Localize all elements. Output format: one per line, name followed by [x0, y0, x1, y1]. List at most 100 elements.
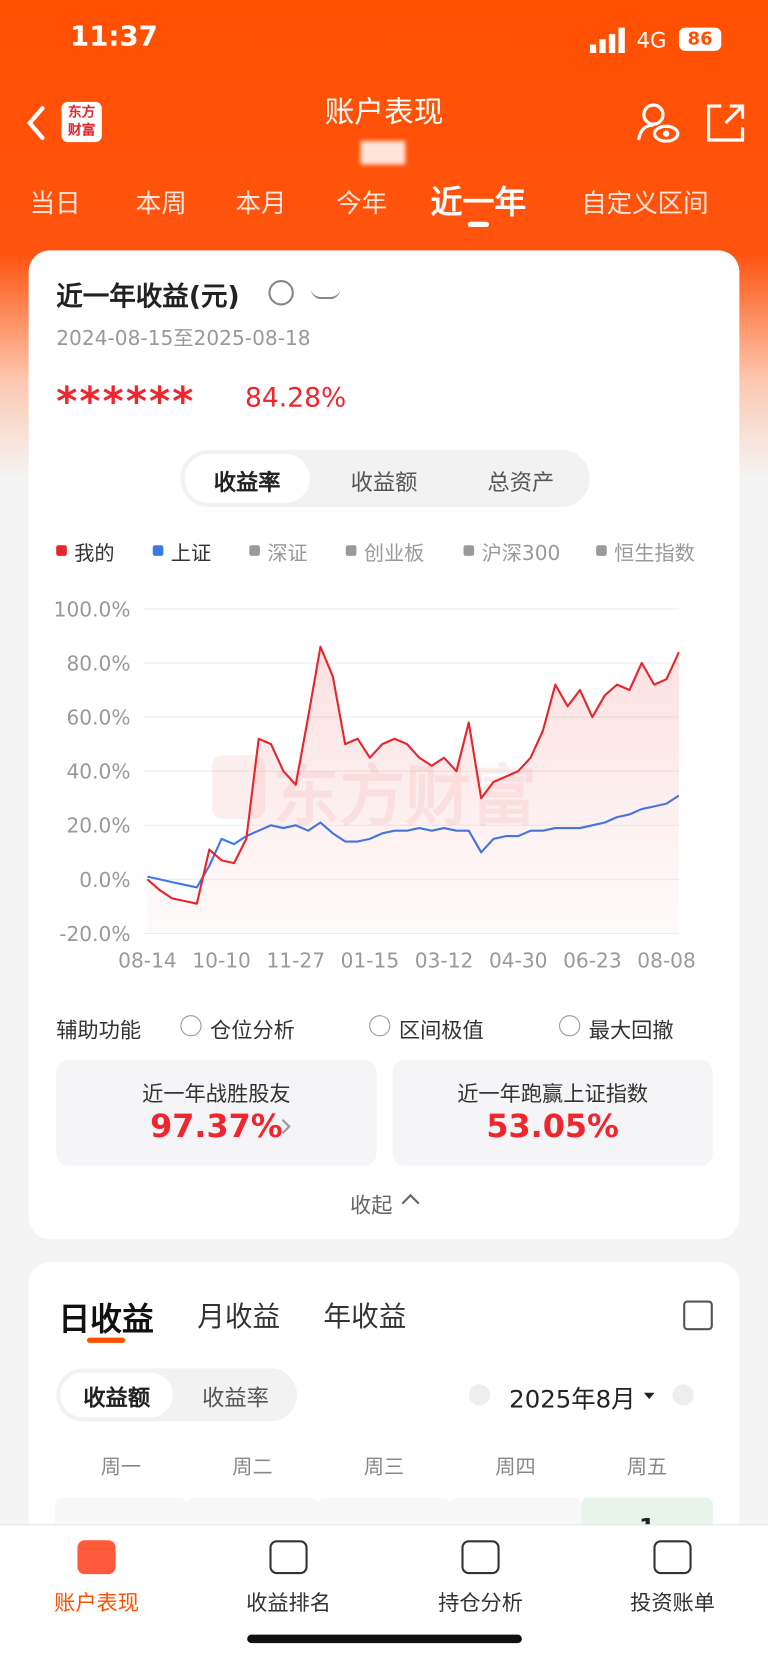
x-tick-label: 10-10	[192, 948, 251, 972]
month[interactable]: 2025年8月	[509, 1386, 636, 1415]
export-icon[interactable]	[683, 1300, 713, 1331]
legend-label[interactable]: 恒生指数	[614, 542, 695, 566]
x-tick-label: 01-15	[341, 948, 400, 972]
metric-tab[interactable]: 总资产	[487, 469, 555, 496]
daily-tab-indicator	[86, 1337, 126, 1343]
prev-month[interactable]	[468, 1384, 491, 1406]
weekday: 周五	[626, 1455, 668, 1479]
network: 4G	[636, 27, 667, 54]
y-tick-label: -20.0%	[59, 922, 130, 946]
logo-text: 财富	[67, 123, 96, 139]
legend-label[interactable]: 我的	[74, 542, 115, 566]
blurred-subtitle	[360, 141, 406, 165]
metric-active-bg	[184, 454, 310, 503]
toggle-active-bg	[60, 1372, 173, 1418]
status-time: 11:37	[70, 21, 158, 54]
legend-label[interactable]: 深证	[267, 542, 308, 566]
eye-icon	[310, 289, 341, 300]
legend-swatch	[345, 545, 357, 556]
y-tick-label: 100.0%	[54, 597, 131, 621]
share-icon[interactable]	[702, 100, 749, 147]
tools-label: 辅助功能	[56, 1017, 142, 1043]
period-tab[interactable]: 近一年	[430, 184, 527, 222]
home-indicator	[247, 1634, 522, 1644]
radio[interactable]	[559, 1015, 581, 1037]
x-tick-label: 03-12	[415, 948, 474, 972]
back-icon[interactable]	[21, 102, 53, 144]
nav-icon[interactable]	[653, 1540, 692, 1575]
legend-swatch	[56, 545, 67, 556]
metric-tab[interactable]: 收益率	[213, 469, 281, 496]
stat-box[interactable]: 近一年战胜股友 97.37%	[56, 1059, 377, 1166]
nav-icon[interactable]	[461, 1540, 500, 1575]
stat-value: 53.05%	[486, 1108, 619, 1146]
legend-label[interactable]: 创业板	[363, 542, 425, 566]
stat-label: 近一年战胜股友	[142, 1080, 291, 1107]
page-title: 账户表现	[324, 94, 444, 130]
legend-label[interactable]: 沪深300	[481, 542, 561, 566]
weekday: 周二	[232, 1455, 273, 1479]
metric-tab[interactable]: 收益额	[350, 469, 418, 496]
nav-label[interactable]: 持仓分析	[438, 1590, 523, 1616]
x-tick-label: 08-08	[637, 948, 696, 972]
toggle-option[interactable]: 收益额	[83, 1385, 151, 1411]
tool-option[interactable]: 区间极值	[398, 1017, 484, 1043]
period-tab[interactable]: 今年	[336, 188, 388, 219]
weekday: 周一	[100, 1455, 142, 1479]
period-tab[interactable]: 本周	[135, 188, 187, 219]
nav-label[interactable]: 收益排名	[246, 1590, 331, 1616]
x-tick-label: 06-23	[563, 948, 622, 972]
daily-tab[interactable]: 日收益	[58, 1301, 154, 1339]
x-tick-label: 04-30	[489, 948, 548, 972]
next-month[interactable]	[672, 1384, 694, 1406]
period-tab[interactable]: 本月	[235, 188, 287, 219]
y-tick-label: 60.0%	[66, 706, 130, 730]
period-tab[interactable]: 当日	[29, 188, 81, 219]
area	[147, 646, 679, 934]
weekday: 周四	[495, 1455, 536, 1479]
collapse[interactable]: 收起	[350, 1192, 393, 1218]
y-tick-label: 20.0%	[66, 814, 130, 838]
x-tick-label: 08-14	[118, 948, 177, 972]
stat-box: 近一年跑赢上证指数 53.05%	[392, 1059, 713, 1166]
toggle-option[interactable]: 收益率	[202, 1385, 269, 1411]
radio[interactable]	[180, 1015, 202, 1037]
legend-swatch	[249, 545, 260, 556]
app-logo: 东方 财富	[61, 101, 102, 143]
tool-option[interactable]: 仓位分析	[210, 1017, 295, 1043]
stat-label: 近一年跑赢上证指数	[457, 1080, 649, 1107]
return-rate: 84.28%	[245, 381, 347, 413]
month-caret	[643, 1392, 655, 1400]
legend-label[interactable]: 上证	[170, 542, 212, 566]
nav-label[interactable]: 账户表现	[54, 1590, 139, 1616]
tab-indicator	[467, 221, 490, 228]
chart: -20.0%0.0%20.0%40.0%60.0%80.0%100.0%东方财富…	[54, 597, 696, 972]
battery: 86	[678, 27, 722, 51]
legend-swatch	[152, 545, 164, 556]
nav-icon[interactable]	[77, 1540, 116, 1575]
daily-tab[interactable]: 年收益	[323, 1301, 407, 1334]
y-tick-label: 80.0%	[66, 651, 130, 675]
nav-label[interactable]: 投资账单	[630, 1590, 715, 1616]
nav-icon[interactable]	[269, 1540, 308, 1575]
masked-amount: ******	[56, 377, 196, 425]
signal-icon	[589, 27, 625, 54]
daily-tab[interactable]: 月收益	[197, 1301, 281, 1334]
logo-text: 东方	[67, 105, 96, 121]
info-icon	[268, 280, 294, 306]
period-tab[interactable]: 自定义区间	[581, 188, 709, 219]
date-range: 2024-08-15至2025-08-18	[56, 326, 311, 351]
legend-swatch	[463, 545, 475, 556]
profile-icon[interactable]	[634, 100, 681, 147]
x-tick-label: 11-27	[266, 948, 325, 972]
radio[interactable]	[369, 1015, 391, 1037]
weekday: 周三	[363, 1455, 405, 1479]
tool-option[interactable]: 最大回撤	[588, 1017, 674, 1043]
legend-swatch	[596, 545, 607, 556]
y-tick-label: 0.0%	[79, 868, 130, 892]
summary-title: 近一年收益(元)	[56, 281, 240, 312]
line	[146, 645, 680, 905]
y-tick-label: 40.0%	[66, 760, 130, 784]
